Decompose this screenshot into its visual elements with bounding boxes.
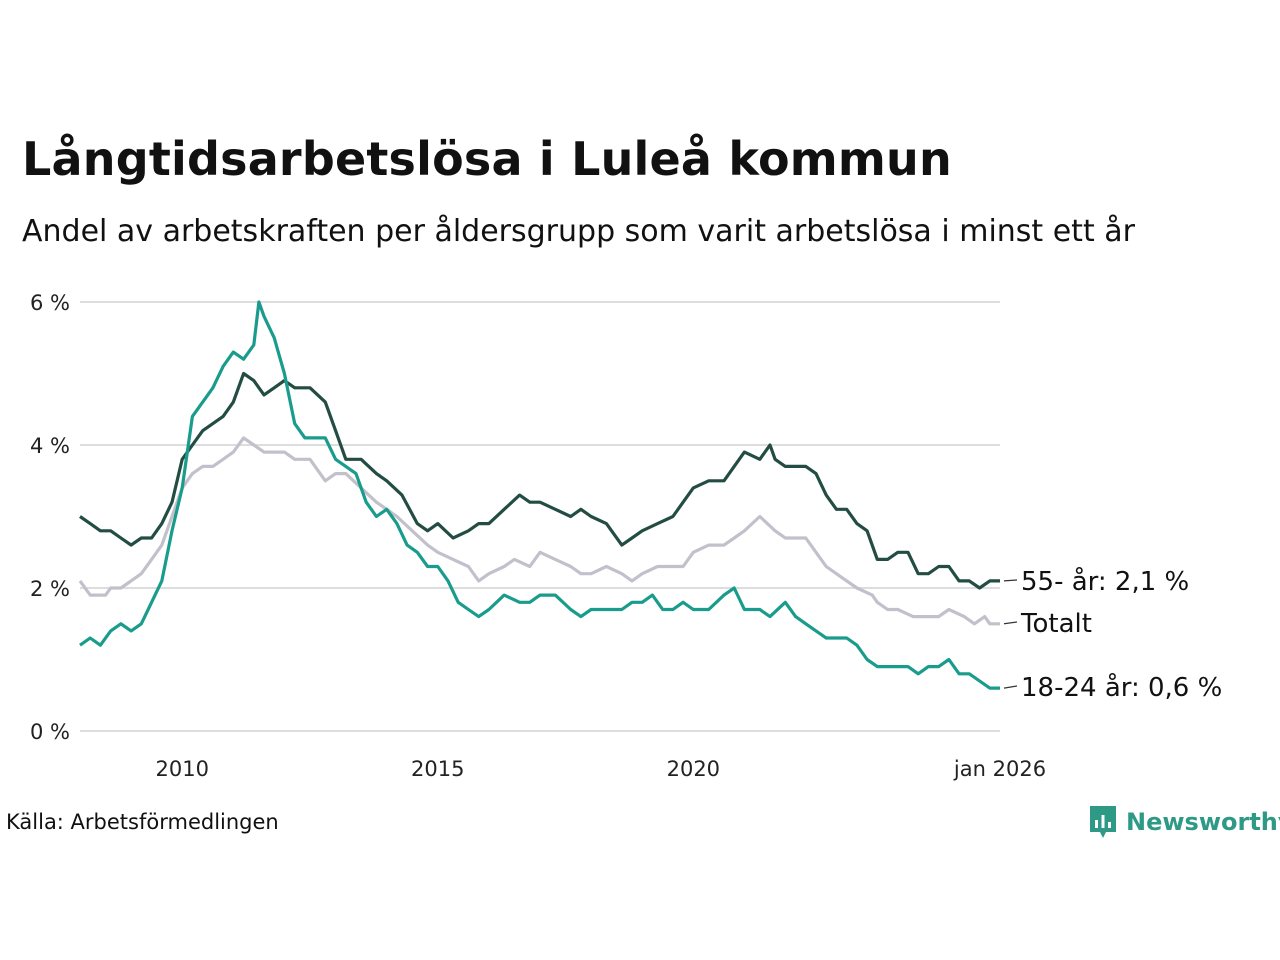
series-line-older bbox=[79, 371, 1000, 590]
y-tick-label: 2 % bbox=[30, 577, 70, 601]
leader-line-youth bbox=[1003, 685, 1018, 689]
y-tick-label: 4 % bbox=[30, 434, 70, 458]
series-line-total bbox=[78, 436, 1000, 626]
y-tick-label: 6 % bbox=[30, 291, 70, 315]
chart-subtitle: Andel av arbetskraften per åldersgrupp s… bbox=[22, 214, 1135, 249]
chart-title: Långtidsarbetslösa i Luleå kommun bbox=[22, 132, 952, 186]
y-tick-label: 0 % bbox=[30, 720, 70, 744]
brand-name: Newsworthy bbox=[1126, 808, 1280, 836]
x-tick-label: 2020 bbox=[667, 757, 720, 781]
end-label-youth: 18-24 år: 0,6 % bbox=[1021, 672, 1222, 703]
leader-line-total bbox=[1003, 621, 1018, 625]
newsworthy-logo-icon bbox=[1090, 806, 1116, 838]
x-tick-label: jan 2026 bbox=[953, 757, 1046, 781]
brand-logo: Newsworthy bbox=[1088, 804, 1280, 840]
source-note: Källa: Arbetsförmedlingen bbox=[6, 810, 279, 834]
leader-line-older bbox=[1003, 579, 1018, 582]
x-tick-label: 2015 bbox=[411, 757, 464, 781]
series-line-youth bbox=[79, 300, 1000, 690]
end-label-total: Totalt bbox=[1020, 609, 1092, 639]
end-label-older: 55- år: 2,1 % bbox=[1021, 566, 1189, 597]
x-tick-label: 2010 bbox=[155, 757, 208, 781]
